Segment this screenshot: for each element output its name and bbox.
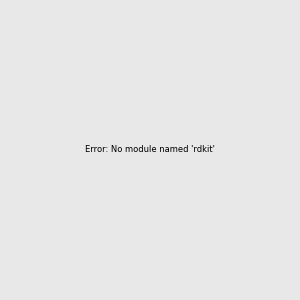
Text: Error: No module named 'rdkit': Error: No module named 'rdkit': [85, 146, 215, 154]
